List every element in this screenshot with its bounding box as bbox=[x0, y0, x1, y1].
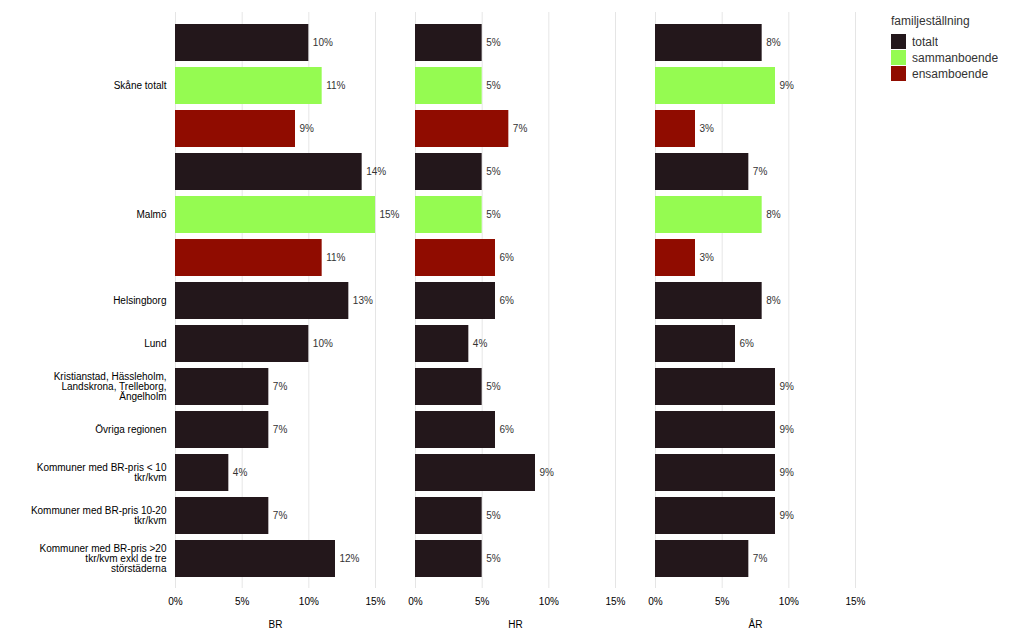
svg-text:5%: 5% bbox=[486, 80, 501, 91]
svg-text:5%: 5% bbox=[715, 596, 730, 607]
html-text:totalt: totalt bbox=[912, 34, 938, 49]
html-text:ensamboende: ensamboende bbox=[912, 66, 989, 81]
svg-text:15%: 15% bbox=[365, 596, 385, 607]
svg-text:0%: 0% bbox=[408, 596, 423, 607]
svg-text:5%: 5% bbox=[475, 596, 490, 607]
svg-text:5%: 5% bbox=[486, 166, 501, 177]
svg-text:Helsingborg: Helsingborg bbox=[113, 295, 166, 306]
svg-text:7%: 7% bbox=[513, 123, 528, 134]
svg-text:9%: 9% bbox=[780, 510, 795, 521]
svg-text:9%: 9% bbox=[540, 467, 555, 478]
svg-text:ÅR: ÅR bbox=[749, 618, 763, 630]
svg-text:7%: 7% bbox=[273, 510, 288, 521]
svg-text:5%: 5% bbox=[486, 37, 501, 48]
svg-text:10%: 10% bbox=[313, 338, 333, 349]
svg-text:6%: 6% bbox=[740, 338, 755, 349]
svg-text:11%: 11% bbox=[326, 252, 345, 263]
svg-text:0%: 0% bbox=[648, 596, 663, 607]
svg-text:4%: 4% bbox=[473, 338, 488, 349]
svg-text:HR: HR bbox=[508, 619, 522, 630]
svg-text:15%: 15% bbox=[605, 596, 625, 607]
svg-text:5%: 5% bbox=[235, 596, 250, 607]
svg-text:12%: 12% bbox=[340, 553, 360, 564]
svg-text:7%: 7% bbox=[753, 553, 768, 564]
svg-text:Malmö: Malmö bbox=[136, 209, 166, 220]
svg-text:Kristianstad, Hässleholm,Lands: Kristianstad, Hässleholm,Landskrona, Tre… bbox=[54, 371, 167, 402]
svg-text:5%: 5% bbox=[486, 209, 501, 220]
svg-text:8%: 8% bbox=[766, 209, 781, 220]
svg-text:Kommuner med BR-pris >20tkr/kv: Kommuner med BR-pris >20tkr/kvm exkl de … bbox=[40, 543, 167, 574]
svg-text:10%: 10% bbox=[313, 37, 333, 48]
svg-text:6%: 6% bbox=[500, 295, 515, 306]
svg-text:7%: 7% bbox=[273, 424, 288, 435]
svg-text:14%: 14% bbox=[366, 166, 386, 177]
svg-text:8%: 8% bbox=[766, 37, 781, 48]
svg-text:10%: 10% bbox=[779, 596, 799, 607]
svg-text:6%: 6% bbox=[500, 252, 515, 263]
svg-text:5%: 5% bbox=[486, 381, 501, 392]
svg-text:9%: 9% bbox=[300, 123, 315, 134]
svg-text:11%: 11% bbox=[326, 80, 345, 91]
svg-text:5%: 5% bbox=[486, 553, 501, 564]
svg-text:15%: 15% bbox=[380, 209, 400, 220]
svg-text:0%: 0% bbox=[168, 596, 183, 607]
html-text:familjeställning: familjeställning bbox=[891, 14, 970, 28]
svg-text:Övriga regionen: Övriga regionen bbox=[95, 424, 166, 435]
svg-text:Kommuner med BR-pris < 10tkr/k: Kommuner med BR-pris < 10tkr/kvm bbox=[37, 462, 167, 483]
svg-text:9%: 9% bbox=[780, 381, 795, 392]
svg-text:7%: 7% bbox=[273, 381, 288, 392]
svg-text:Skåne totalt: Skåne totalt bbox=[114, 80, 167, 91]
svg-text:BR: BR bbox=[269, 619, 283, 630]
svg-text:6%: 6% bbox=[500, 424, 515, 435]
svg-text:7%: 7% bbox=[753, 166, 768, 177]
svg-text:3%: 3% bbox=[700, 123, 715, 134]
svg-text:Kommuner med BR-pris 10-20tkr/: Kommuner med BR-pris 10-20tkr/kvm bbox=[31, 505, 167, 526]
svg-text:8%: 8% bbox=[766, 295, 781, 306]
svg-text:9%: 9% bbox=[780, 467, 795, 478]
svg-text:10%: 10% bbox=[299, 596, 319, 607]
svg-text:15%: 15% bbox=[845, 596, 865, 607]
svg-text:3%: 3% bbox=[700, 252, 715, 263]
svg-text:9%: 9% bbox=[780, 80, 795, 91]
svg-text:5%: 5% bbox=[486, 510, 501, 521]
svg-text:Lund: Lund bbox=[144, 338, 166, 349]
svg-text:9%: 9% bbox=[780, 424, 795, 435]
svg-text:4%: 4% bbox=[233, 467, 248, 478]
svg-text:10%: 10% bbox=[539, 596, 559, 607]
svg-text:13%: 13% bbox=[353, 295, 373, 306]
html-text:sammanboende: sammanboende bbox=[912, 50, 999, 65]
